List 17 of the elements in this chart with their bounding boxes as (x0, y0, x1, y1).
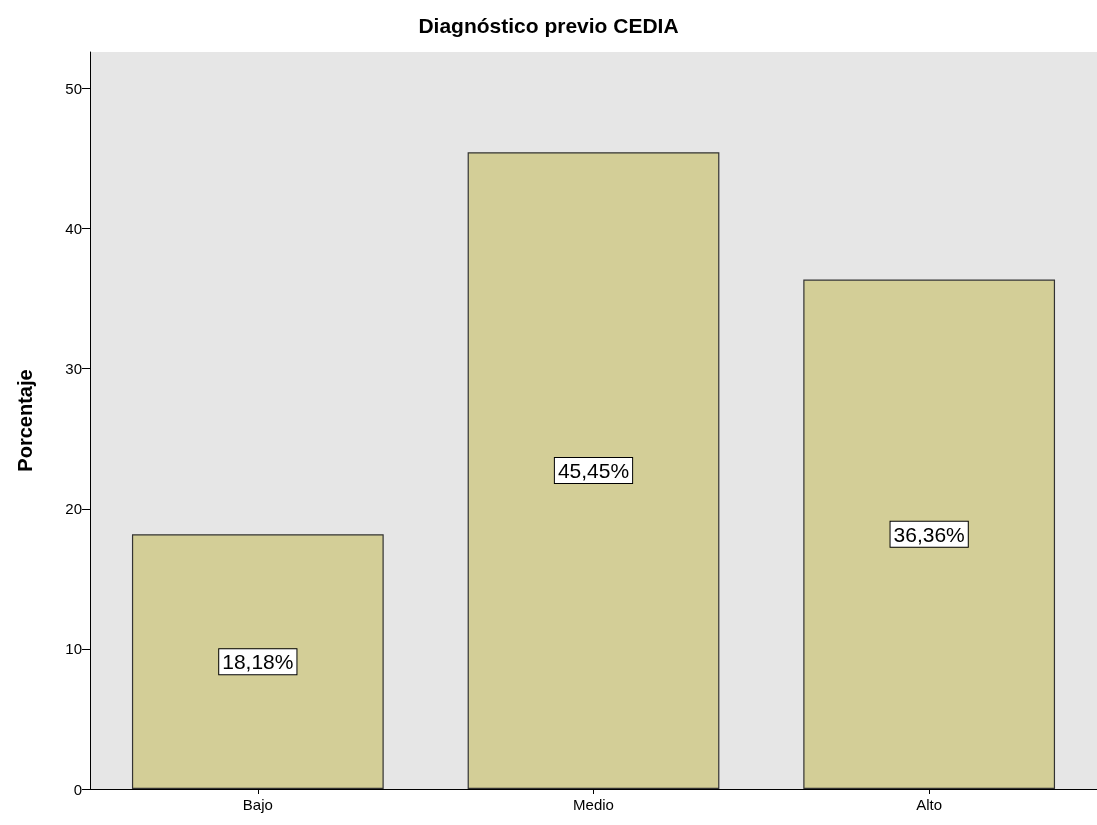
y-tick-label: 20 (65, 500, 82, 518)
data-label: 18,18% (222, 650, 294, 674)
y-tick-label: 30 (65, 360, 82, 378)
bar (131, 534, 384, 789)
bar (467, 152, 720, 789)
chart-title: Diagnóstico previo CEDIA (418, 14, 679, 37)
x-tick-label: Medio (573, 796, 614, 813)
y-tick-label: 40 (65, 220, 82, 238)
y-tick-label: 0 (73, 780, 82, 798)
bar (803, 279, 1056, 789)
y-axis-title: Porcentaje (14, 369, 36, 472)
y-tick-label: 50 (65, 79, 82, 97)
x-tick-label: Alto (916, 796, 943, 813)
x-tick-label: Bajo (242, 796, 273, 813)
data-label: 36,36% (893, 522, 965, 546)
y-tick-label: 10 (65, 640, 82, 658)
data-label: 45,45% (557, 459, 630, 483)
